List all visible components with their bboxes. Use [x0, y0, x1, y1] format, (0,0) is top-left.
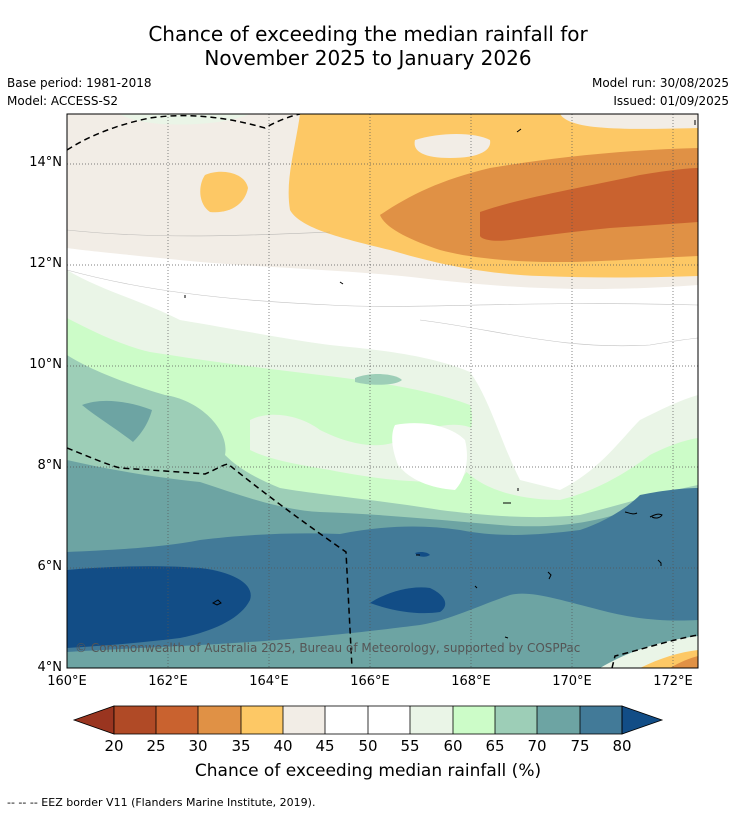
colorbar-bin-75	[580, 706, 622, 734]
colorbar-label-75: 75	[570, 737, 590, 755]
colorbar-bin-65	[495, 706, 537, 734]
lat-tick-6n: 6°N	[37, 559, 63, 574]
colorbar-extend-high	[621, 705, 664, 735]
title-line-1: Chance of exceeding the median rainfall …	[148, 22, 588, 46]
lat-tick-12n: 12°N	[29, 256, 62, 271]
lon-tick-160e: 160°E	[47, 674, 87, 689]
colorbar-label-80: 80	[612, 737, 632, 755]
eez-border	[67, 114, 698, 668]
lon-tick-162e: 162°E	[148, 674, 188, 689]
colorbar-label-35: 35	[231, 737, 251, 755]
title-line-2: November 2025 to January 2026	[204, 46, 532, 70]
lon-tick-170e: 170°E	[552, 674, 592, 689]
colorbar-label-55: 55	[400, 737, 420, 755]
lon-tick-168e: 168°E	[451, 674, 491, 689]
lat-tick-4n: 4°N	[37, 660, 63, 675]
colorbar-bin-45	[325, 706, 368, 734]
lon-tick-166e: 166°E	[350, 674, 390, 689]
meta-right: Model run: 30/08/2025 Issued: 01/09/2025	[592, 74, 729, 110]
rainfall-map	[67, 114, 698, 668]
colorbar-bin-60	[453, 706, 495, 734]
colorbar-label-40: 40	[273, 737, 293, 755]
colorbar-bin-55	[410, 706, 453, 734]
colorbar-bin-50	[368, 706, 410, 734]
colorbar-label-45: 45	[315, 737, 335, 755]
copyright-notice: © Commonwealth of Australia 2025, Bureau…	[75, 641, 581, 655]
model-run: Model run: 30/08/2025	[591, 76, 729, 90]
lon-tick-172e: 172°E	[653, 674, 693, 689]
eez-footnote: -- -- -- EEZ border V11 (Flanders Marine…	[7, 796, 316, 809]
islands	[184, 120, 696, 639]
colorbar	[72, 705, 664, 735]
map-frame	[66, 113, 699, 669]
colorbar-label-25: 25	[146, 737, 166, 755]
meta-left: Base period: 1981-2018 Model: ACCESS-S2	[7, 74, 152, 110]
lat-tick-10n: 10°N	[29, 357, 62, 372]
lon-tick-164e: 164°E	[249, 674, 289, 689]
colorbar-label-20: 20	[104, 737, 124, 755]
colorbar-bin-35	[241, 706, 283, 734]
colorbar-bin-25	[156, 706, 198, 734]
colorbar-label-60: 60	[443, 737, 463, 755]
colorbar-extend-low	[72, 705, 115, 735]
model-name: Model: ACCESS-S2	[7, 94, 119, 108]
colorbar-title: Chance of exceeding median rainfall (%)	[194, 761, 542, 781]
base-period: Base period: 1981-2018	[7, 76, 152, 90]
issued-date: Issued: 01/09/2025	[613, 94, 729, 108]
colorbar-bin-40	[283, 706, 325, 734]
colorbar-bin-20	[114, 706, 156, 734]
colorbar-bin-30	[198, 706, 241, 734]
map-title: Chance of exceeding the median rainfall …	[0, 22, 736, 70]
colorbar-bin-70	[537, 706, 580, 734]
colorbar-label-70: 70	[527, 737, 547, 755]
graticule	[67, 114, 698, 668]
colorbar-label-65: 65	[485, 737, 505, 755]
lat-tick-14n: 14°N	[29, 155, 62, 170]
colorbar-label-50: 50	[358, 737, 378, 755]
colorbar-label-30: 30	[188, 737, 208, 755]
lat-tick-8n: 8°N	[37, 458, 63, 473]
